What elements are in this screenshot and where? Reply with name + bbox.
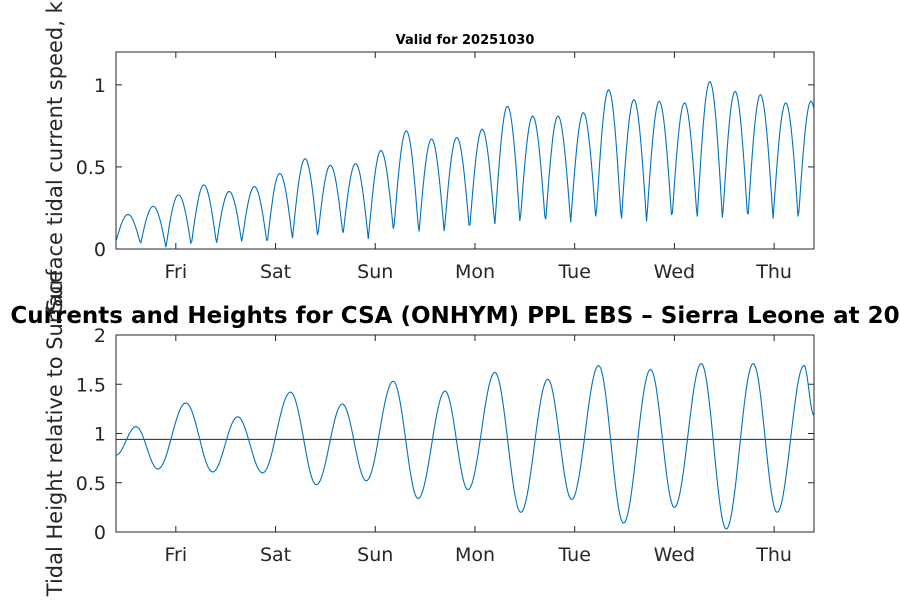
plot-1-ytick-label: 1: [94, 75, 106, 97]
height-series-line: [115, 362, 815, 530]
plot-1-xtick-label: Sat: [260, 261, 291, 283]
plot-2-ytick-label: 0: [94, 522, 106, 544]
speed-y-axis-label: Surface tidal current speed, kn: [43, 0, 67, 312]
plot-1-xtick-label: Fri: [165, 261, 188, 283]
speed-series-line: [115, 81, 815, 248]
plot-1-xtick-label: Thu: [755, 261, 792, 283]
plot-2-xtick-label: Sun: [357, 544, 393, 566]
plot-2-ytick-label: 2: [94, 325, 106, 347]
plot-2-xtick-label: Wed: [654, 544, 695, 566]
plot-2-axes-box: [115, 334, 815, 533]
plot-2-ytick-label: 0.5: [76, 473, 106, 495]
plot-2-xtick-label: Thu: [755, 544, 792, 566]
plot-1-xtick-label: Sun: [357, 261, 393, 283]
plot-2-xtick-label: Tue: [557, 544, 590, 566]
height-chart-title: Currents and Heights for CSA (ONHYM) PPL…: [10, 303, 899, 329]
plot-2-ytick-label: 1: [94, 424, 106, 446]
speed-chart-title: Valid for 20251030: [396, 33, 535, 48]
plot-2-ytick-label: 1.5: [76, 374, 106, 396]
plot-1-ytick-label: 0: [94, 239, 106, 261]
plot-1-ytick-label: 0.5: [76, 157, 106, 179]
plot-2-xtick-label: Sat: [260, 544, 291, 566]
plot-1-xtick-label: Wed: [654, 261, 695, 283]
plot-1-xtick-label: Tue: [557, 261, 590, 283]
height-y-axis-label: Tidal Height relative to Surface: [43, 270, 67, 597]
plot-2-xtick-label: Fri: [165, 544, 188, 566]
plot-2-xtick-label: Mon: [455, 544, 495, 566]
plot-1-xtick-label: Mon: [455, 261, 495, 283]
